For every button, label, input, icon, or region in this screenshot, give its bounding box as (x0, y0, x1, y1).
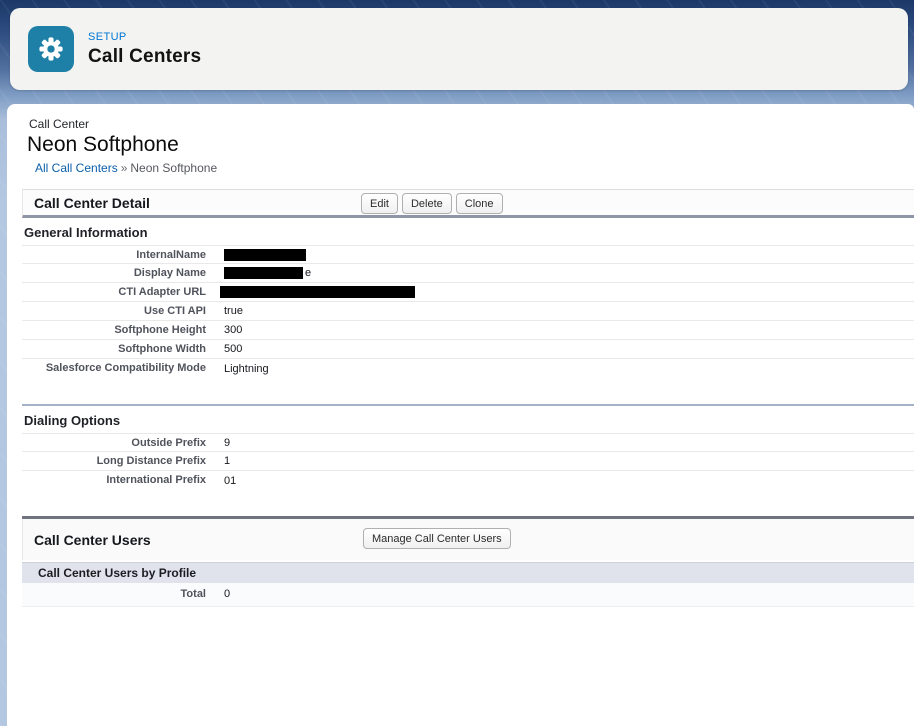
field-row-use-cti-api: Use CTI API true (22, 302, 914, 321)
total-value: 0 (224, 588, 231, 600)
field-value-redacted (220, 283, 415, 301)
redaction-bar (224, 267, 303, 279)
field-row-long-distance-prefix: Long Distance Prefix 1 (22, 452, 914, 471)
field-value: 1 (224, 455, 231, 467)
field-row-outside-prefix: Outside Prefix 9 (22, 433, 914, 452)
field-label: Outside Prefix (131, 437, 206, 449)
record-name-heading: Neon Softphone (27, 133, 179, 156)
field-label: Use CTI API (144, 305, 206, 317)
entity-type-label: Call Center (29, 117, 90, 131)
field-value: 500 (224, 343, 243, 355)
field-value: true (224, 305, 243, 317)
field-value: Lightning (224, 362, 269, 375)
dialing-rows: Outside Prefix 9 Long Distance Prefix 1 … (22, 433, 914, 490)
setup-eyebrow: SETUP (88, 30, 127, 43)
breadcrumb-separator: » (120, 161, 128, 175)
field-label: Long Distance Prefix (96, 455, 206, 467)
users-block-header: Call Center Users Manage Call Center Use… (22, 519, 914, 560)
field-label: Softphone Width (118, 343, 206, 355)
field-label: International Prefix (106, 474, 206, 486)
field-row-international-prefix: International Prefix 01 (22, 471, 914, 490)
dialing-options-section: Dialing Options Outside Prefix 9 Long Di… (22, 404, 914, 490)
users-block-title: Call Center Users (34, 532, 151, 548)
field-row-compatibility-mode: Salesforce Compatibility Mode Lightning (22, 359, 914, 378)
delete-button[interactable]: Delete (401, 193, 452, 214)
breadcrumb-current: Neon Softphone (130, 161, 218, 175)
clone-button[interactable]: Clone (455, 193, 503, 214)
field-label: Display Name (133, 267, 206, 279)
field-value: 01 (224, 474, 237, 487)
total-label: Total (180, 588, 206, 600)
setup-header: SETUP Call Centers (10, 8, 908, 90)
redaction-bar (224, 248, 306, 261)
redaction-bar (220, 286, 415, 298)
field-value: 300 (224, 324, 243, 336)
field-label: InternalName (136, 249, 206, 261)
field-row-display-name: Display Name e (22, 264, 914, 283)
edit-button[interactable]: Edit (361, 193, 398, 214)
total-row: Total 0 (22, 583, 914, 607)
page-title: Call Centers (88, 45, 202, 67)
field-row-softphone-width: Softphone Width 500 (22, 340, 914, 359)
field-label: Softphone Height (114, 324, 206, 336)
general-information-section: General Information InternalName Display… (22, 225, 914, 378)
header-text: SETUP Call Centers (88, 31, 201, 68)
breadcrumb-all-call-centers-link[interactable]: All Call Centers (35, 161, 118, 175)
manage-call-center-users-button[interactable]: Manage Call Center Users (363, 528, 511, 549)
section-title-dialing: Dialing Options (24, 413, 121, 428)
call-center-detail-block: Call Center Detail Edit Delete Clone Gen… (22, 189, 914, 490)
section-gap (22, 378, 914, 392)
call-center-users-block: Call Center Users Manage Call Center Use… (22, 516, 914, 607)
breadcrumb: All Call Centers» Neon Softphone (35, 161, 914, 175)
section-title-general: General Information (24, 225, 148, 240)
field-label: Salesforce Compatibility Mode (45, 362, 206, 374)
content-panel: Call Center Neon Softphone All Call Cent… (7, 104, 914, 726)
field-value: 9 (224, 436, 231, 449)
detail-block-title: Call Center Detail (34, 195, 150, 211)
field-row-softphone-height: Softphone Height 300 (22, 321, 914, 340)
detail-button-row: Edit Delete Clone (361, 193, 503, 214)
detail-block-header: Call Center Detail Edit Delete Clone (22, 189, 914, 218)
field-value-redacted (224, 246, 306, 263)
field-value-redacted: e (224, 264, 311, 282)
redaction-suffix: e (305, 267, 312, 279)
general-rows: InternalName Display Name e CTI Adapter … (22, 245, 914, 378)
field-label: CTI Adapter URL (118, 286, 206, 298)
users-by-profile-subheader: Call Center Users by Profile (22, 562, 914, 583)
field-row-internalname: InternalName (22, 245, 914, 264)
gear-icon (28, 26, 74, 72)
field-row-cti-adapter-url: CTI Adapter URL (22, 283, 914, 302)
